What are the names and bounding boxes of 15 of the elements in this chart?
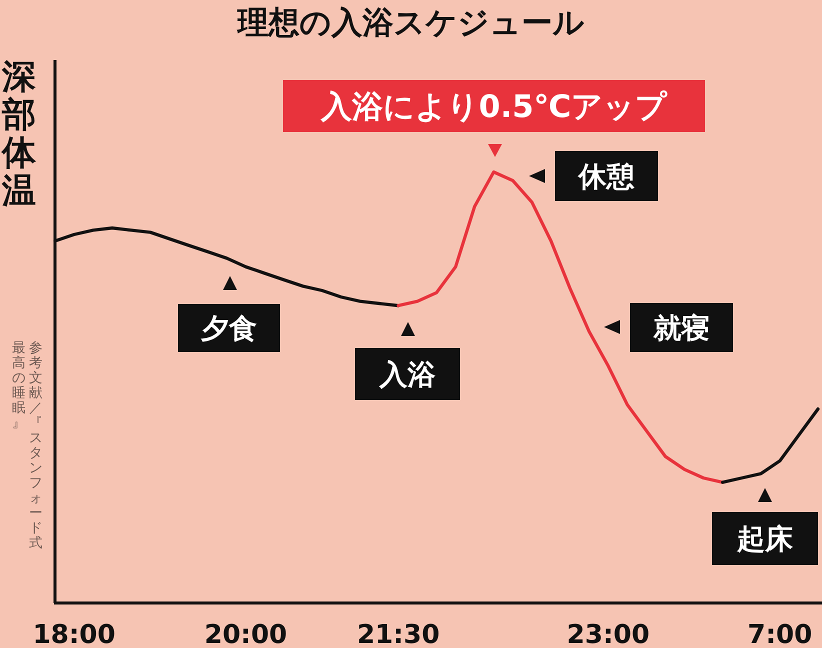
x-tick-label: 23:00 xyxy=(566,620,650,648)
text: 最高の睡眠』 xyxy=(12,340,26,431)
x-tick-label: 21:30 xyxy=(356,620,440,648)
annotation: 起床 xyxy=(736,522,794,556)
chart-title: 理想の入浴スケジュール xyxy=(236,5,584,41)
text: 参考文献／『スタンフォード式 xyxy=(29,340,43,551)
y-axis-title: 深部体温 xyxy=(1,57,37,211)
annotation: 入浴 xyxy=(378,358,436,391)
x-tick-label: 7:00 xyxy=(748,620,812,648)
annotation: 夕食 xyxy=(200,312,257,345)
annotation: 就寝 xyxy=(652,312,710,344)
x-tick-label: 20:00 xyxy=(204,620,288,648)
text: 入浴により0.5℃アップ xyxy=(320,89,668,125)
x-tick-label: 18:00 xyxy=(32,620,116,648)
annotation: 休憩 xyxy=(578,160,634,193)
